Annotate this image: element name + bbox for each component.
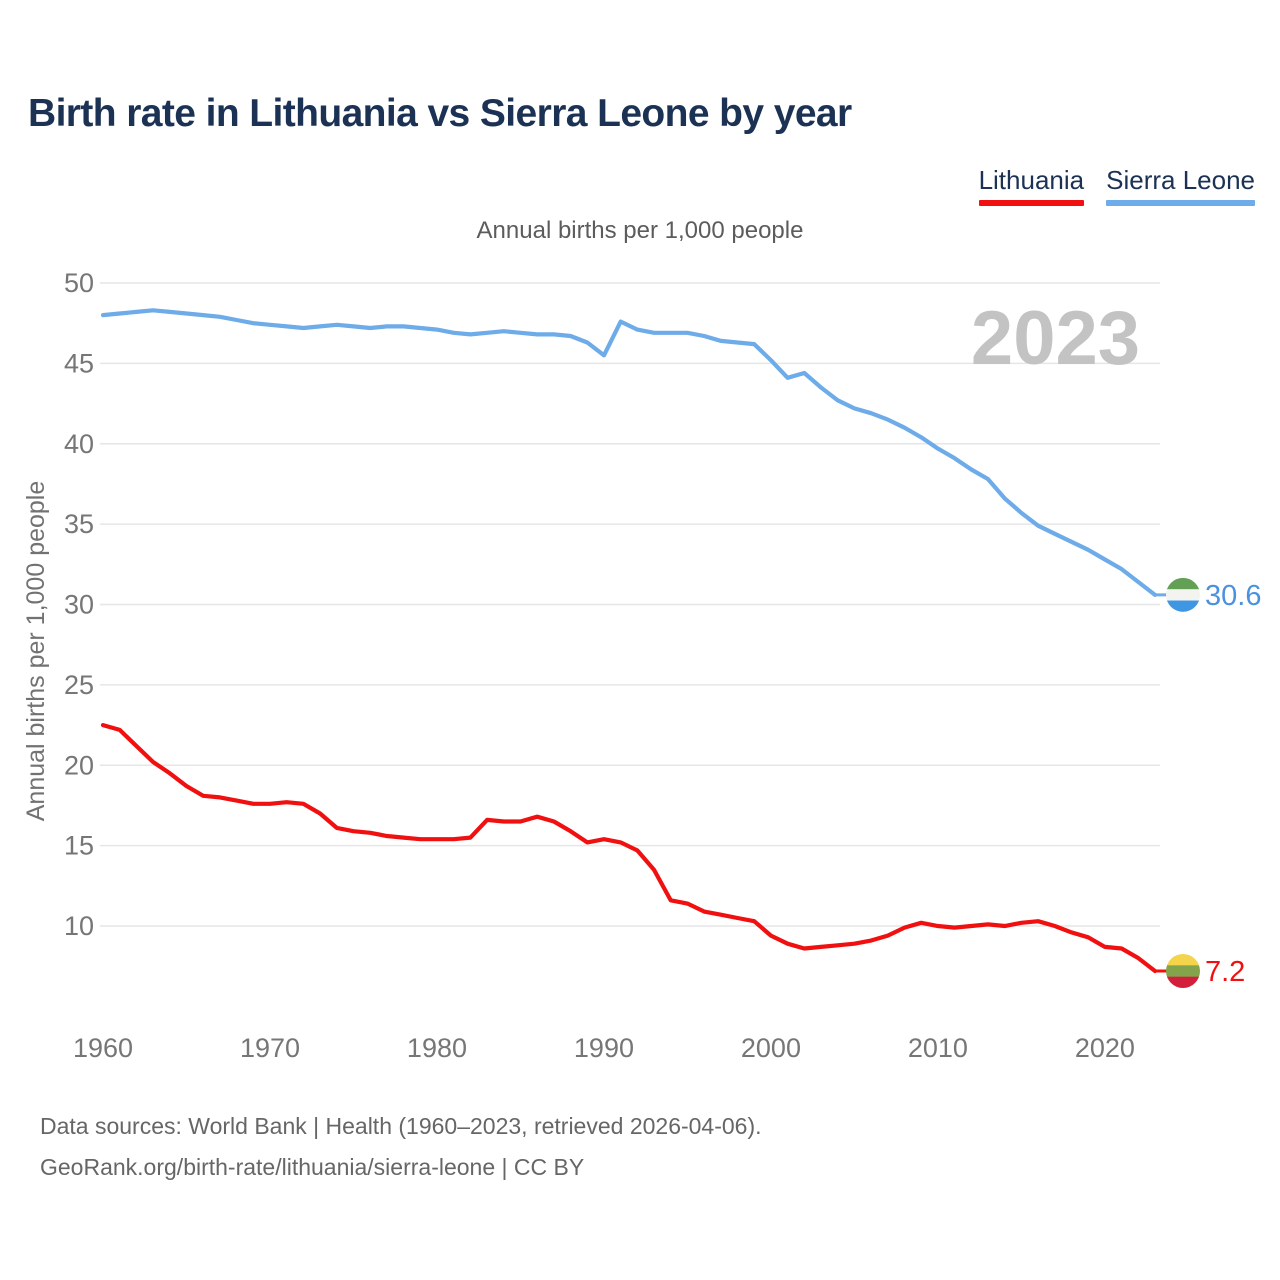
y-tick-label-40: 40 <box>64 429 94 459</box>
series-line-lithuania <box>100 722 1158 974</box>
flag-icon-lithuania <box>1166 954 1200 989</box>
legend-underline-sierra-leone <box>1106 200 1255 206</box>
x-tick-label-1960: 1960 <box>73 1033 133 1063</box>
y-tick-label-15: 15 <box>64 831 94 861</box>
legend-item-sierra-leone[interactable]: Sierra Leone <box>1106 165 1255 206</box>
page-title: Birth rate in Lithuania vs Sierra Leone … <box>28 92 852 135</box>
legend-underline-lithuania <box>978 200 1085 206</box>
footer: Data sources: World Bank | Health (1960–… <box>40 1106 762 1188</box>
legend-label-lithuania: Lithuania <box>978 165 1085 195</box>
legend-item-lithuania[interactable]: Lithuania <box>978 165 1085 206</box>
end-value-label-lithuania: 7.2 <box>1205 956 1245 988</box>
chart-subtitle: Annual births per 1,000 people <box>476 217 804 244</box>
y-tick-label-45: 45 <box>64 348 94 378</box>
x-tick-label-1970: 1970 <box>240 1033 300 1063</box>
y-tick-label-35: 35 <box>64 509 94 539</box>
y-tick-label-25: 25 <box>64 670 94 700</box>
legend-label-sierra-leone: Sierra Leone <box>1106 165 1255 195</box>
y-tick-label-10: 10 <box>64 911 94 941</box>
y-tick-label-20: 20 <box>64 750 94 780</box>
x-tick-label-1980: 1980 <box>407 1033 467 1063</box>
series-line-sierra-leone <box>100 308 1158 598</box>
flag-icon-sierra-leone <box>1166 577 1200 612</box>
x-tick-label-1990: 1990 <box>574 1033 634 1063</box>
watermark-year: 2023 <box>971 296 1140 381</box>
x-tick-label-2020: 2020 <box>1075 1033 1135 1063</box>
footer-link[interactable]: GeoRank.org/birth-rate/lithuania/sierra-… <box>40 1154 585 1180</box>
x-tick-label-2000: 2000 <box>741 1033 801 1063</box>
end-value-label-sierra-leone: 30.6 <box>1205 580 1261 612</box>
x-tick-label-2010: 2010 <box>908 1033 968 1063</box>
y-tick-label-50: 50 <box>64 268 94 298</box>
y-tick-label-30: 30 <box>64 590 94 620</box>
footer-data-sources: Data sources: World Bank | Health (1960–… <box>40 1113 762 1139</box>
y-axis-label: Annual births per 1,000 people <box>22 481 50 822</box>
legend: Lithuania Sierra Leone <box>978 165 1255 206</box>
